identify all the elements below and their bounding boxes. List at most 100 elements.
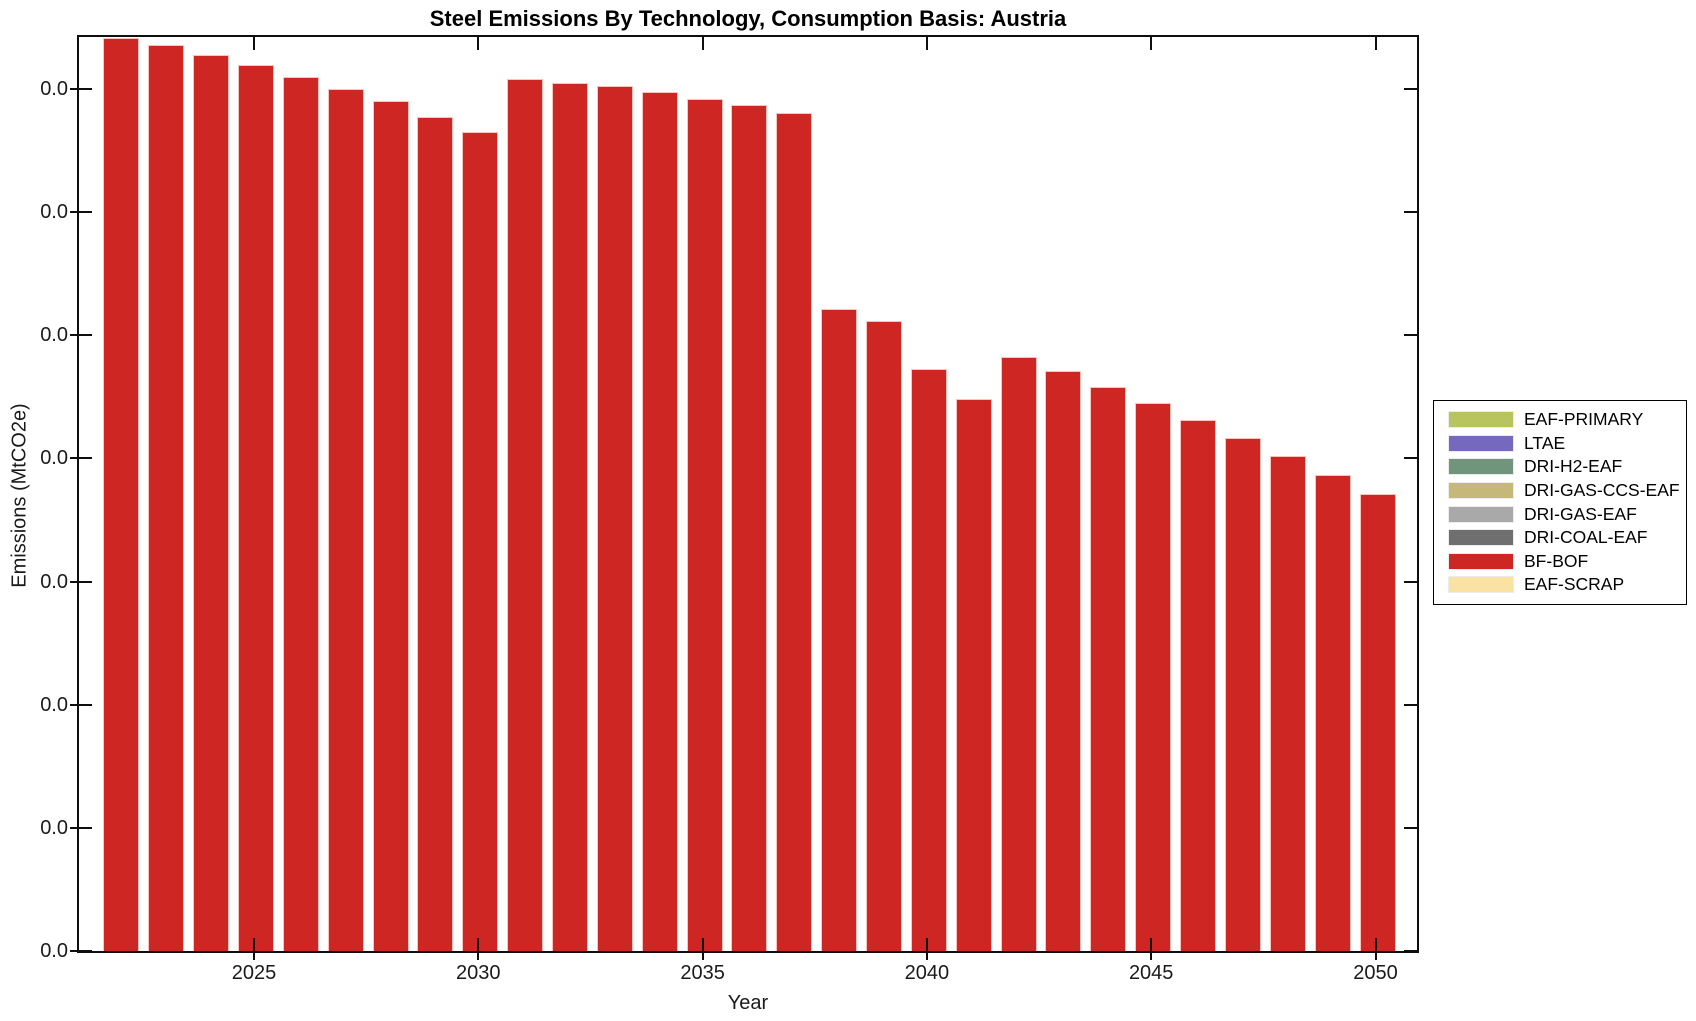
y-tick-right	[1404, 580, 1417, 583]
x-tick-bottom	[1150, 938, 1153, 951]
legend-label: DRI-GAS-CCS-EAF	[1524, 480, 1680, 501]
y-tick-left	[79, 580, 92, 583]
legend-item-dri-h2-eaf: DRI-H2-EAF	[1448, 455, 1686, 479]
y-tick-left	[79, 211, 92, 214]
x-tick-top	[253, 37, 255, 50]
x-axis-label: Year	[727, 992, 769, 1014]
x-tick-bottom	[1374, 938, 1377, 951]
bar-2029	[417, 116, 454, 951]
y-tick-label: 0.0	[40, 570, 68, 593]
bar-2030	[462, 132, 499, 951]
bar-2041	[955, 398, 992, 951]
x-tick-top	[477, 37, 480, 50]
bar-2035	[686, 98, 723, 951]
y-tick-left-out	[70, 334, 77, 337]
legend-label: BF-BOF	[1524, 550, 1589, 571]
y-tick-left	[79, 950, 92, 952]
legend-swatch-bf-bof	[1448, 552, 1514, 570]
y-tick-right	[1404, 211, 1417, 214]
x-tick-bottom	[253, 938, 255, 951]
legend-item-dri-gas-eaf: DRI-GAS-EAF	[1448, 502, 1686, 526]
x-tick-bottom	[925, 938, 928, 951]
bar-2034	[641, 92, 678, 951]
y-tick-left-out	[70, 88, 77, 91]
legend-item-bf-bof: BF-BOF	[1448, 550, 1686, 574]
y-tick-right	[1404, 334, 1417, 337]
x-tick-label: 2025	[231, 962, 277, 984]
legend-label: EAF-SCRAP	[1524, 574, 1625, 595]
x-tick-top	[701, 37, 704, 50]
x-tick-top	[1150, 37, 1153, 50]
y-tick-left	[79, 334, 92, 337]
bar-2042	[1000, 357, 1037, 951]
y-tick-left-out	[70, 703, 77, 706]
y-tick-left	[79, 88, 92, 91]
y-tick-label: 0.0	[40, 78, 68, 101]
bar-2050	[1359, 494, 1396, 951]
y-tick-left-out	[70, 580, 77, 583]
legend-label: EAF-PRIMARY	[1524, 409, 1644, 430]
bar-2046	[1180, 419, 1217, 951]
y-tick-label: 0.0	[40, 693, 68, 716]
bar-2033	[596, 85, 633, 951]
bar-2039	[866, 320, 903, 951]
y-tick-right	[1404, 457, 1417, 460]
bar-2036	[731, 104, 768, 951]
legend-swatch-dri-gas-ccs-eaf	[1448, 482, 1514, 500]
bar-2024	[193, 55, 230, 951]
x-tick-label: 2030	[456, 962, 501, 984]
bar-2038	[821, 308, 858, 951]
x-tick-bottom	[477, 938, 480, 951]
legend: EAF-PRIMARY LTAE DRI-H2-EAF DRI-GAS-CCS-EAF…	[1433, 400, 1687, 605]
x-tick-top	[1374, 37, 1377, 50]
legend-item-ltae: LTAE	[1448, 432, 1686, 456]
bar-2031	[507, 79, 544, 951]
legend-item-dri-gas-ccs-eaf: DRI-GAS-CCS-EAF	[1448, 479, 1686, 503]
bar-2022	[103, 37, 140, 951]
x-tick-bottom-out	[1374, 953, 1377, 960]
legend-label: DRI-H2-EAF	[1524, 456, 1623, 477]
y-tick-left-out	[70, 826, 77, 829]
x-tick-bottom-out	[701, 953, 704, 960]
legend-swatch-ltae	[1448, 434, 1514, 452]
y-tick-label: 0.0	[40, 324, 68, 347]
x-tick-bottom-out	[925, 953, 928, 960]
x-tick-label: 2035	[680, 962, 725, 984]
legend-item-eaf-scrap: EAF-SCRAP	[1448, 573, 1686, 597]
bar-2037	[776, 113, 813, 951]
y-tick-left-out	[70, 211, 77, 214]
bar-2032	[552, 82, 589, 951]
y-tick-left	[79, 457, 92, 460]
bar-2044	[1090, 386, 1127, 951]
bar-2043	[1045, 371, 1082, 951]
y-tick-right	[1404, 826, 1417, 829]
bar-2049	[1314, 474, 1351, 951]
y-tick-left-out	[70, 457, 77, 460]
bar-2040	[910, 369, 947, 951]
legend-swatch-eaf-primary	[1448, 411, 1514, 429]
plot-area	[77, 35, 1419, 953]
y-tick-left	[79, 703, 92, 706]
bar-2023	[148, 45, 185, 951]
bar-2047	[1224, 438, 1261, 951]
y-tick-right	[1404, 950, 1417, 952]
bar-2028	[372, 101, 409, 951]
y-tick-left-out	[70, 950, 77, 952]
legend-swatch-dri-h2-eaf	[1448, 458, 1514, 476]
y-tick-right	[1404, 703, 1417, 706]
legend-label: DRI-COAL-EAF	[1524, 527, 1648, 548]
legend-swatch-dri-coal-eaf	[1448, 529, 1514, 547]
bar-2026	[282, 77, 319, 951]
y-tick-right	[1404, 88, 1417, 91]
legend-label: LTAE	[1524, 432, 1566, 453]
x-tick-bottom-out	[253, 953, 255, 960]
y-tick-left	[79, 826, 92, 829]
legend-item-eaf-primary: EAF-PRIMARY	[1448, 408, 1686, 432]
x-tick-label: 2040	[904, 962, 950, 984]
x-tick-label: 2045	[1128, 962, 1174, 984]
legend-item-dri-coal-eaf: DRI-COAL-EAF	[1448, 526, 1686, 550]
chart-title: Steel Emissions By Technology, Consumpti…	[429, 6, 1067, 31]
legend-swatch-dri-gas-eaf	[1448, 505, 1514, 523]
x-tick-bottom	[701, 938, 704, 951]
